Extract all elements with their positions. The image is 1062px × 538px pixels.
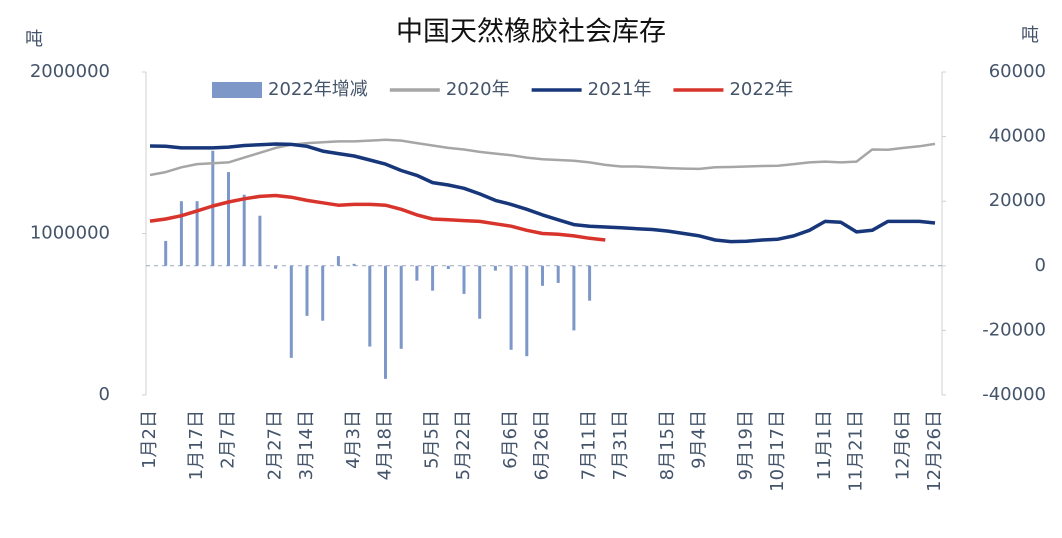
bar <box>321 265 325 321</box>
x-tick-label: 5月22日 <box>453 410 474 480</box>
legend-label: 2020年 <box>446 79 510 100</box>
bar <box>446 265 450 270</box>
x-tick-label: 7月11日 <box>579 410 600 480</box>
y2-tick-label: 0 <box>1035 255 1046 276</box>
x-tick-label: 7月31日 <box>610 410 631 480</box>
x-tick-label: 5月5日 <box>422 410 443 469</box>
x-tick-label: 10月17日 <box>767 410 788 492</box>
legend-label: 2022年增减 <box>268 79 368 100</box>
bar <box>399 265 403 349</box>
bar <box>572 265 576 331</box>
bar <box>384 265 387 379</box>
line <box>149 138 936 177</box>
y-tick-label: 1000000 <box>30 223 110 244</box>
line <box>149 142 936 244</box>
x-tick-label: 6月26日 <box>532 410 553 480</box>
bar <box>478 265 482 319</box>
x-tick-label: 12月26日 <box>924 410 945 492</box>
x-tick-label: 11月21日 <box>846 410 867 492</box>
bar <box>164 240 168 266</box>
x-tick-label: 4月3日 <box>343 410 364 469</box>
bar <box>368 265 372 347</box>
bar <box>525 265 529 357</box>
bar <box>211 150 215 266</box>
x-tick-label: 11月1日 <box>814 410 835 480</box>
bar <box>258 215 262 266</box>
bar <box>431 265 435 291</box>
y2-tick-label: -40000 <box>982 384 1046 405</box>
x-tick-label: 2月27日 <box>265 410 286 480</box>
legend-label: 2022年 <box>729 79 793 100</box>
bar <box>227 172 230 266</box>
legend-label: 2021年 <box>588 79 652 100</box>
y-axis-label: 吨 <box>25 29 43 50</box>
y2-axis-label: 吨 <box>1021 25 1039 46</box>
bar <box>493 265 497 271</box>
y-tick-label: 0 <box>99 384 110 405</box>
y-tick-label: 2000000 <box>30 61 110 82</box>
bar <box>556 265 560 283</box>
x-tick-label: 6月6日 <box>500 410 521 469</box>
x-tick-label: 12月6日 <box>893 410 914 480</box>
bar <box>541 265 544 286</box>
y2-tick-label: 20000 <box>989 190 1046 211</box>
bar <box>336 256 340 266</box>
legend-swatch <box>212 82 262 98</box>
bar <box>289 265 293 358</box>
x-tick-label: 2月7日 <box>218 410 239 469</box>
bar <box>179 201 183 266</box>
y2-tick-label: -20000 <box>982 319 1046 340</box>
y2-tick-label: 40000 <box>989 126 1046 147</box>
bar <box>352 263 356 266</box>
chart-title: 中国天然橡胶社会库存 <box>396 17 666 48</box>
x-tick-label: 9月19日 <box>736 410 757 480</box>
line <box>149 193 606 242</box>
bar <box>415 265 419 281</box>
x-tick-label: 3月14日 <box>296 410 317 480</box>
y2-tick-label: 60000 <box>989 61 1046 82</box>
x-tick-label: 8月15日 <box>657 410 678 480</box>
x-tick-label: 1月2日 <box>139 410 160 469</box>
x-tick-label: 4月18日 <box>375 410 396 480</box>
bar <box>462 265 466 294</box>
bar <box>509 265 513 350</box>
x-tick-label: 9月4日 <box>689 410 710 469</box>
bar <box>242 194 246 266</box>
x-tick-label: 1月17日 <box>186 410 207 480</box>
bar <box>588 265 592 301</box>
bar <box>305 265 309 316</box>
bar <box>274 265 278 269</box>
bar <box>195 201 199 266</box>
